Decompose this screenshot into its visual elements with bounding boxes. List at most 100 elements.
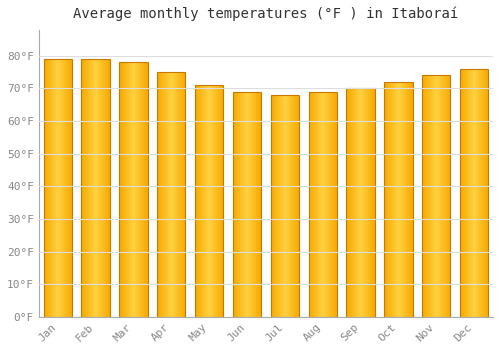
Bar: [65, 59, 66, 317]
Bar: [374, 88, 375, 317]
Bar: [238, 92, 239, 317]
Bar: [204, 85, 205, 317]
Bar: [103, 59, 104, 317]
Bar: [142, 62, 143, 317]
Bar: [481, 69, 482, 317]
Bar: [214, 85, 215, 317]
Bar: [132, 62, 133, 317]
Bar: [286, 95, 287, 317]
Bar: [480, 69, 481, 317]
Bar: [478, 69, 479, 317]
Bar: [432, 75, 433, 317]
Bar: [407, 82, 408, 317]
Bar: [425, 75, 426, 317]
Bar: [252, 92, 253, 317]
Bar: [332, 92, 333, 317]
Bar: [119, 62, 120, 317]
Bar: [58, 59, 59, 317]
Bar: [158, 72, 159, 317]
Bar: [57, 59, 58, 317]
Bar: [437, 75, 438, 317]
Bar: [45, 59, 46, 317]
Bar: [474, 69, 475, 317]
Bar: [176, 72, 177, 317]
Bar: [330, 92, 331, 317]
Bar: [56, 59, 57, 317]
Bar: [181, 72, 182, 317]
Bar: [429, 75, 430, 317]
Bar: [217, 85, 218, 317]
Bar: [160, 72, 161, 317]
Bar: [282, 95, 283, 317]
Bar: [309, 92, 310, 317]
Bar: [86, 59, 87, 317]
Bar: [364, 88, 365, 317]
Bar: [316, 92, 317, 317]
Bar: [233, 92, 234, 317]
Bar: [197, 85, 198, 317]
Bar: [199, 85, 200, 317]
Bar: [171, 72, 172, 317]
Bar: [63, 59, 64, 317]
Bar: [234, 92, 235, 317]
Bar: [162, 72, 163, 317]
Bar: [354, 88, 355, 317]
Bar: [482, 69, 483, 317]
Bar: [198, 85, 199, 317]
Bar: [236, 92, 237, 317]
Bar: [279, 95, 280, 317]
Bar: [90, 59, 91, 317]
Bar: [136, 62, 137, 317]
Bar: [173, 72, 174, 317]
Bar: [462, 69, 463, 317]
Bar: [69, 59, 70, 317]
Bar: [260, 92, 261, 317]
Bar: [271, 95, 272, 317]
Bar: [95, 59, 96, 317]
Bar: [389, 82, 390, 317]
Bar: [96, 59, 97, 317]
Bar: [123, 62, 124, 317]
Bar: [394, 82, 395, 317]
Bar: [434, 75, 435, 317]
Bar: [54, 59, 55, 317]
Bar: [208, 85, 209, 317]
Bar: [470, 69, 471, 317]
Bar: [393, 82, 394, 317]
Bar: [477, 69, 478, 317]
Bar: [476, 69, 477, 317]
Bar: [62, 59, 63, 317]
Bar: [449, 75, 450, 317]
Bar: [260, 92, 261, 317]
Bar: [445, 75, 446, 317]
Bar: [106, 59, 107, 317]
Bar: [235, 92, 236, 317]
Bar: [205, 85, 206, 317]
Bar: [166, 72, 167, 317]
Bar: [328, 92, 329, 317]
Bar: [320, 92, 321, 317]
Bar: [355, 88, 356, 317]
Bar: [196, 85, 197, 317]
Bar: [122, 62, 123, 317]
Bar: [253, 92, 254, 317]
Bar: [169, 72, 170, 317]
Bar: [443, 75, 444, 317]
Bar: [213, 85, 214, 317]
Bar: [223, 85, 224, 317]
Bar: [68, 59, 69, 317]
Bar: [351, 88, 352, 317]
Bar: [483, 69, 484, 317]
Bar: [52, 59, 53, 317]
Bar: [347, 88, 348, 317]
Bar: [168, 72, 169, 317]
Bar: [436, 75, 437, 317]
Bar: [438, 75, 439, 317]
Bar: [290, 95, 291, 317]
Bar: [135, 62, 136, 317]
Bar: [109, 59, 110, 317]
Bar: [411, 82, 412, 317]
Bar: [372, 88, 373, 317]
Bar: [139, 62, 140, 317]
Bar: [436, 75, 438, 317]
